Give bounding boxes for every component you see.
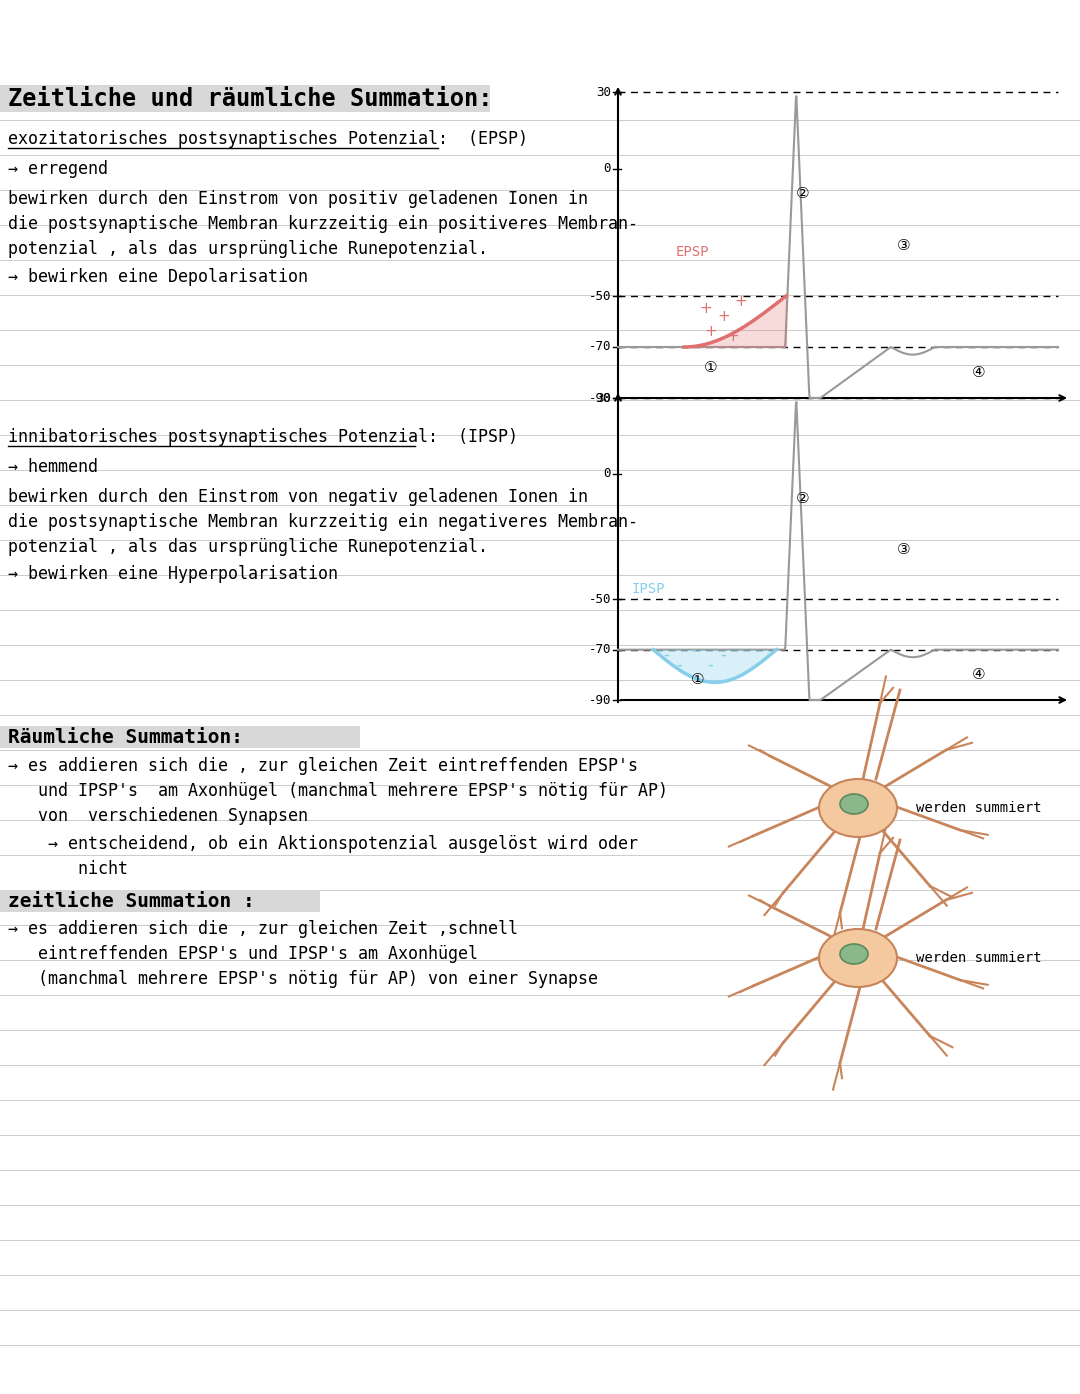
Text: die postsynaptische Membran kurzzeitig ein negativeres Membran-: die postsynaptische Membran kurzzeitig e… [8, 513, 638, 531]
Text: (manchmal mehrere EPSP's nötig für AP) von einer Synapse: (manchmal mehrere EPSP's nötig für AP) v… [8, 970, 598, 988]
Text: 0: 0 [604, 162, 611, 176]
Ellipse shape [840, 944, 868, 965]
Text: Räumliche Summation:: Räumliche Summation: [8, 728, 243, 747]
Text: exozitatorisches postsynaptisches Potenzial:  (EPSP): exozitatorisches postsynaptisches Potenz… [8, 130, 528, 148]
Text: werden summiert: werden summiert [916, 951, 1041, 965]
Text: → bewirken eine Hyperpolarisation: → bewirken eine Hyperpolarisation [8, 565, 338, 583]
Text: innibatorisches postsynaptisches Potenzial:  (IPSP): innibatorisches postsynaptisches Potenzi… [8, 428, 518, 446]
Text: ③: ③ [897, 237, 910, 252]
Text: ②: ② [796, 491, 810, 506]
Text: Zeitliche und räumliche Summation:: Zeitliche und räumliche Summation: [8, 86, 492, 112]
Text: von  verschiedenen Synapsen: von verschiedenen Synapsen [8, 807, 308, 825]
Bar [0, 85, 490, 112]
Text: potenzial , als das ursprüngliche Runepotenzial.: potenzial , als das ursprüngliche Runepo… [8, 240, 488, 258]
Bar [0, 889, 320, 912]
Ellipse shape [819, 779, 897, 836]
Text: → es addieren sich die , zur gleichen Zeit ,schnell: → es addieren sich die , zur gleichen Ze… [8, 920, 518, 938]
Text: +: + [700, 301, 713, 316]
Text: eintreffenden EPSP's und IPSP's am Axonhügel: eintreffenden EPSP's und IPSP's am Axonh… [8, 945, 478, 963]
Text: +: + [704, 325, 717, 339]
Ellipse shape [840, 795, 868, 814]
Text: nicht: nicht [8, 860, 129, 878]
Text: zeitliche Summation :: zeitliche Summation : [8, 892, 255, 912]
Text: -90: -90 [589, 693, 611, 707]
Text: -50: -50 [589, 592, 611, 606]
Text: -70: -70 [589, 643, 611, 657]
Text: 30: 30 [596, 392, 611, 404]
Text: +: + [734, 294, 747, 308]
Text: werden summiert: werden summiert [916, 802, 1041, 815]
Text: ②: ② [796, 187, 810, 202]
Text: ③: ③ [897, 541, 910, 556]
Text: die postsynaptische Membran kurzzeitig ein positiveres Membran-: die postsynaptische Membran kurzzeitig e… [8, 215, 638, 233]
Text: → es addieren sich die , zur gleichen Zeit eintreffenden EPSP's: → es addieren sich die , zur gleichen Ze… [8, 757, 638, 775]
Text: +: + [726, 329, 739, 344]
Text: -: - [707, 655, 713, 673]
Text: IPSP: IPSP [631, 581, 664, 595]
Text: -: - [690, 641, 696, 659]
Text: bewirken durch den Einstrom von negativ geladenen Ionen in: bewirken durch den Einstrom von negativ … [8, 488, 588, 506]
Text: -: - [663, 645, 670, 664]
Text: → erregend: → erregend [8, 160, 108, 178]
Bar [0, 726, 360, 749]
Text: -50: -50 [589, 290, 611, 302]
Text: bewirken durch den Einstrom von positiv geladenen Ionen in: bewirken durch den Einstrom von positiv … [8, 190, 588, 208]
Text: EPSP: EPSP [675, 245, 708, 259]
Text: → entscheidend, ob ein Aktionspotenzial ausgelöst wird oder: → entscheidend, ob ein Aktionspotenzial … [8, 835, 638, 853]
Text: -70: -70 [589, 340, 611, 354]
Text: ④: ④ [972, 365, 986, 381]
Text: potenzial , als das ursprüngliche Runepotenzial.: potenzial , als das ursprüngliche Runepo… [8, 538, 488, 556]
Text: -90: -90 [589, 392, 611, 404]
Text: ①: ① [703, 360, 717, 375]
Text: ①: ① [690, 672, 704, 687]
Text: → bewirken eine Depolarisation: → bewirken eine Depolarisation [8, 268, 308, 286]
Text: und IPSP's  am Axonhügel (manchmal mehrere EPSP's nötig für AP): und IPSP's am Axonhügel (manchmal mehrer… [8, 782, 669, 800]
Text: 30: 30 [596, 85, 611, 99]
Text: → hemmend: → hemmend [8, 459, 98, 475]
Text: 0: 0 [604, 467, 611, 480]
Text: ④: ④ [972, 668, 986, 682]
Text: +: + [717, 309, 730, 323]
Text: -: - [677, 655, 683, 673]
Ellipse shape [819, 928, 897, 987]
Text: -: - [720, 645, 727, 664]
